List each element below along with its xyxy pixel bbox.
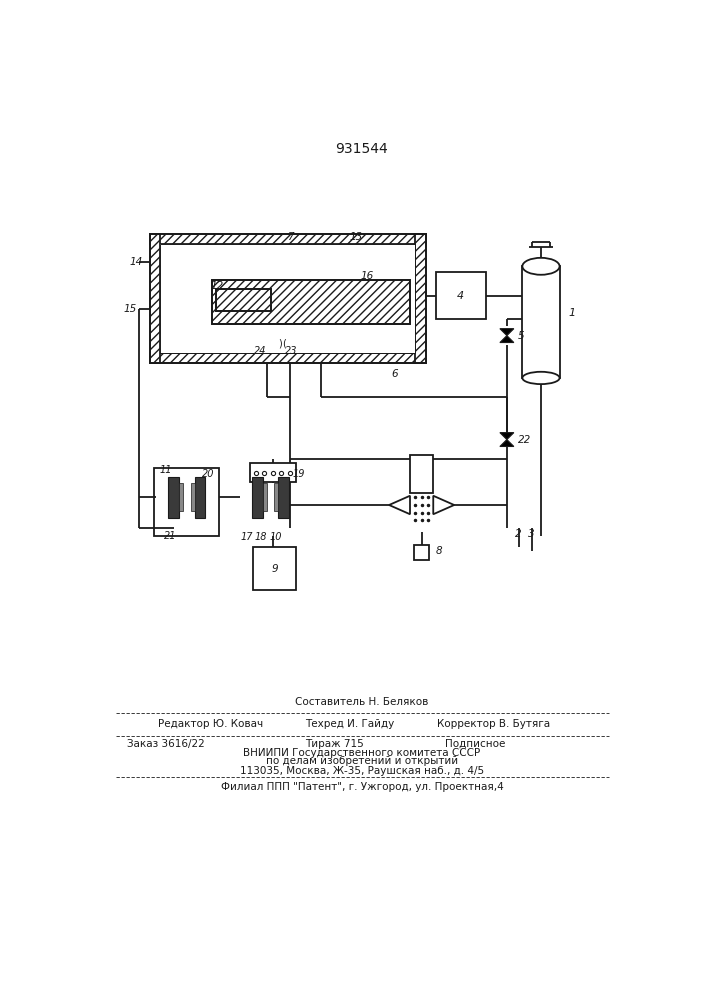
Bar xyxy=(151,234,426,363)
Text: 9: 9 xyxy=(271,564,278,574)
Text: 11: 11 xyxy=(160,465,172,475)
Ellipse shape xyxy=(522,372,559,384)
Text: 23: 23 xyxy=(285,346,298,356)
Text: 113035, Москва, Ж-35, Раушская наб., д. 4/5: 113035, Москва, Ж-35, Раушская наб., д. … xyxy=(240,766,484,776)
Text: 14: 14 xyxy=(129,257,143,267)
Text: 22: 22 xyxy=(518,435,531,445)
Text: Техред И. Гайду: Техред И. Гайду xyxy=(305,719,395,729)
Text: 12: 12 xyxy=(211,281,224,291)
Text: 931544: 931544 xyxy=(336,142,388,156)
Bar xyxy=(416,234,426,363)
Bar xyxy=(216,289,271,311)
Text: 15: 15 xyxy=(123,304,136,314)
Bar xyxy=(436,272,486,319)
Bar xyxy=(250,463,296,482)
Text: 2: 2 xyxy=(515,529,522,539)
Text: 5: 5 xyxy=(518,331,525,341)
Polygon shape xyxy=(279,477,289,518)
Text: 13: 13 xyxy=(349,232,363,242)
Bar xyxy=(212,280,410,324)
Bar xyxy=(151,353,426,363)
Bar xyxy=(160,244,416,353)
Bar xyxy=(160,244,416,353)
Text: Тираж 715: Тираж 715 xyxy=(305,739,364,749)
Text: Заказ 3616/22: Заказ 3616/22 xyxy=(127,739,205,749)
Text: 16: 16 xyxy=(361,271,374,281)
Text: Подписное: Подписное xyxy=(445,739,506,749)
Bar xyxy=(414,545,429,560)
Text: 8: 8 xyxy=(436,546,442,556)
Bar xyxy=(522,266,559,378)
Text: 1: 1 xyxy=(569,308,576,318)
Polygon shape xyxy=(194,477,206,518)
Polygon shape xyxy=(500,433,514,440)
Text: Филиал ППП "Патент", г. Ужгород, ул. Проектная,4: Филиал ППП "Патент", г. Ужгород, ул. Про… xyxy=(221,782,503,792)
Text: 17: 17 xyxy=(241,532,254,542)
Polygon shape xyxy=(179,483,183,511)
Polygon shape xyxy=(433,496,454,514)
Text: Составитель Н. Беляков: Составитель Н. Беляков xyxy=(296,697,428,707)
Text: 6: 6 xyxy=(391,369,398,379)
Bar xyxy=(151,234,426,244)
Text: Корректор В. Бутяга: Корректор В. Бутяга xyxy=(437,719,550,729)
Text: 19: 19 xyxy=(293,469,305,479)
Polygon shape xyxy=(389,496,410,514)
Polygon shape xyxy=(274,483,279,511)
Text: ): ) xyxy=(278,338,281,348)
Text: ВНИИПИ Государственного комитета СССР: ВНИИПИ Государственного комитета СССР xyxy=(243,748,481,758)
Bar xyxy=(252,547,296,590)
Polygon shape xyxy=(191,483,194,511)
Text: 24: 24 xyxy=(255,346,267,356)
Polygon shape xyxy=(500,336,514,343)
Text: Редактор Ю. Ковач: Редактор Ю. Ковач xyxy=(158,719,263,729)
Polygon shape xyxy=(252,477,263,518)
Ellipse shape xyxy=(522,258,559,275)
Text: 3: 3 xyxy=(528,529,535,539)
Text: 4: 4 xyxy=(457,291,464,301)
Polygon shape xyxy=(500,329,514,336)
Bar xyxy=(216,289,271,311)
Polygon shape xyxy=(500,440,514,446)
Text: 10: 10 xyxy=(269,532,282,542)
Text: по делам изобретений и открытий: по делам изобретений и открытий xyxy=(266,756,458,766)
Text: (: ( xyxy=(283,338,286,348)
Bar xyxy=(212,280,410,324)
Text: 21: 21 xyxy=(163,531,176,541)
Bar xyxy=(410,455,433,493)
Bar xyxy=(154,468,218,536)
Text: 20: 20 xyxy=(202,469,215,479)
Text: 7: 7 xyxy=(286,232,293,242)
Text: 18: 18 xyxy=(255,532,267,542)
Bar xyxy=(151,234,160,363)
Polygon shape xyxy=(263,483,267,511)
Polygon shape xyxy=(168,477,179,518)
